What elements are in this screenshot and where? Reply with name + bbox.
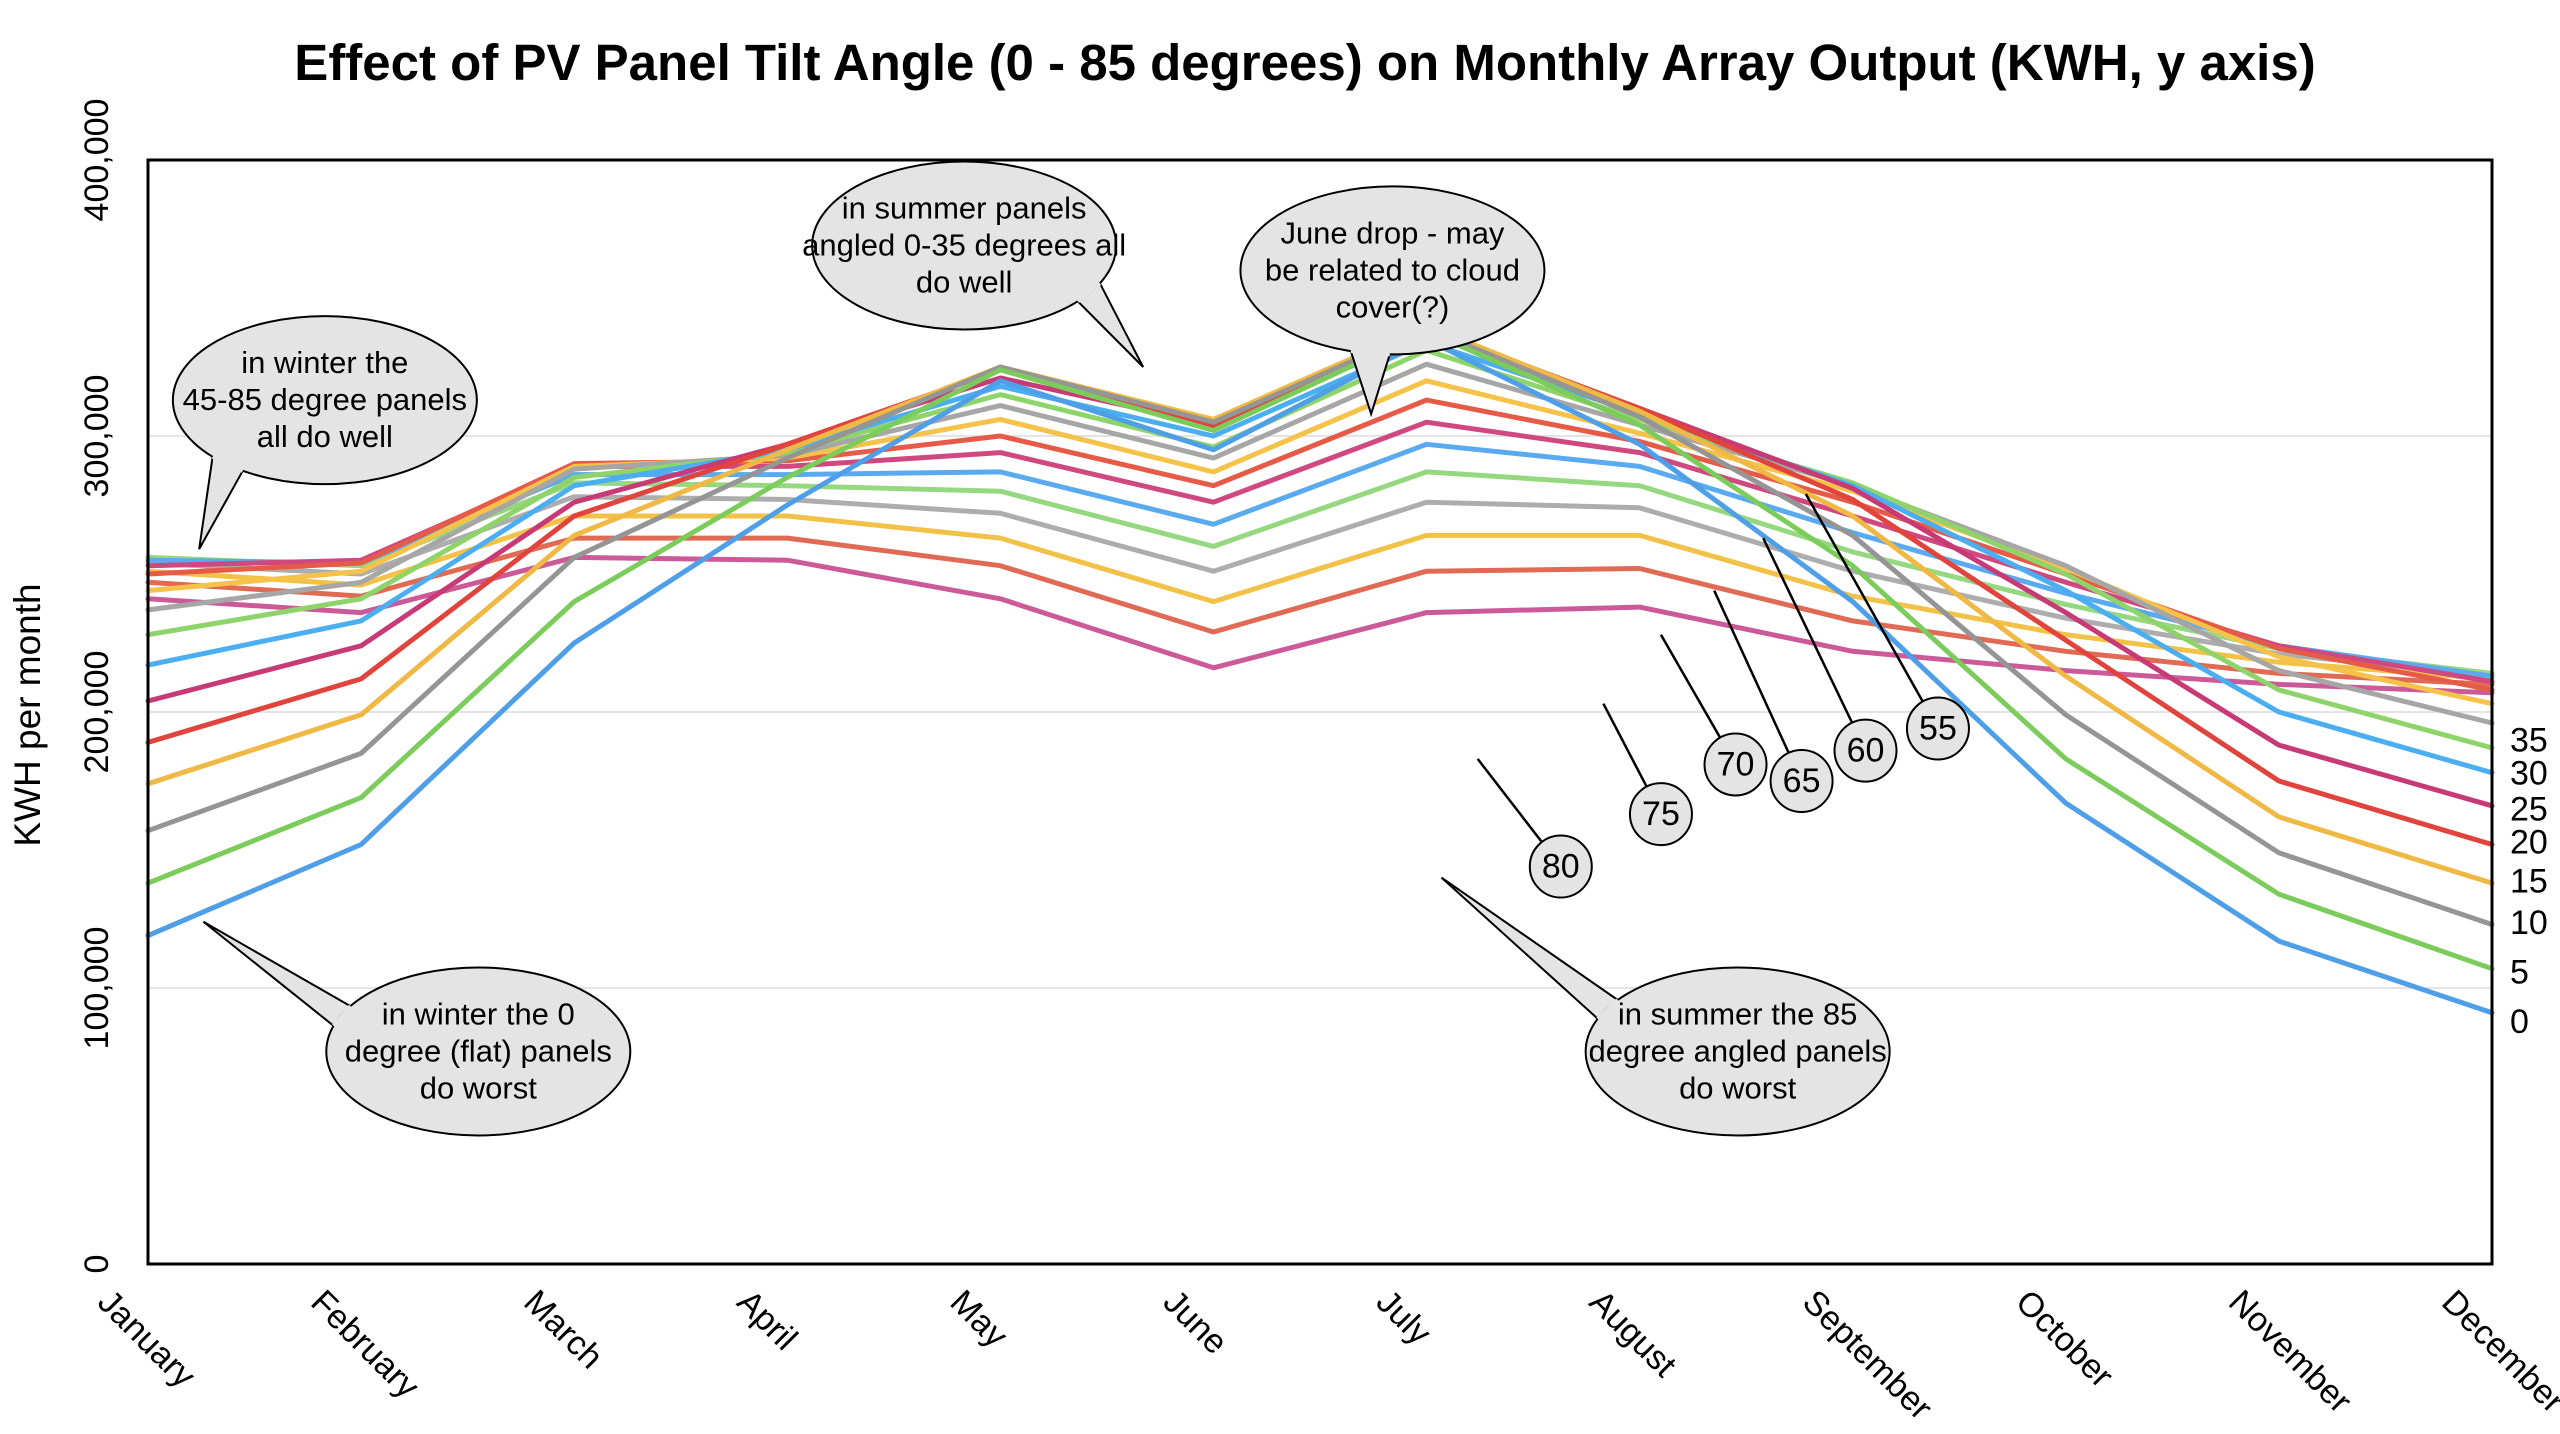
callout-text: in summer panels xyxy=(842,191,1087,226)
series-line-10 xyxy=(145,325,2495,927)
y-tick-label: 300,000 xyxy=(78,375,116,498)
series-end-label: 30 xyxy=(2510,755,2548,793)
marker-label: 65 xyxy=(1783,762,1821,800)
x-tick-label: January xyxy=(90,1283,202,1395)
callout-text: degree angled panels xyxy=(1589,1033,1887,1068)
series-end-label: 0 xyxy=(2510,1003,2529,1041)
callout-seam xyxy=(1350,349,1390,357)
x-tick-label: May xyxy=(943,1283,1015,1355)
callout-seam xyxy=(332,1004,352,1028)
callout-text: do worst xyxy=(1679,1070,1797,1105)
callout-seam xyxy=(1596,998,1620,1021)
marker-leader-line xyxy=(1762,537,1867,752)
series-line-40 xyxy=(145,361,2495,726)
chart-title: Effect of PV Panel Tilt Angle (0 - 85 de… xyxy=(294,34,2315,91)
tilt-angle-markers: 80 75 70 65 60 55 xyxy=(1476,493,1970,899)
callout-text: in winter the xyxy=(241,345,408,380)
marker-circle xyxy=(1703,732,1768,797)
marker-label: 75 xyxy=(1642,795,1680,833)
callout-text: 45-85 degree panels xyxy=(183,382,467,417)
x-tick-label: April xyxy=(730,1283,805,1358)
callout-bubble xyxy=(811,160,1118,331)
series-end-label: 20 xyxy=(2510,824,2548,862)
y-tick-label: 200,000 xyxy=(78,651,116,774)
callout-text: in summer the 85 xyxy=(1618,996,1858,1031)
plot-frame xyxy=(146,158,2494,1266)
marker-circle xyxy=(1769,749,1834,813)
y-tick-label: 0 xyxy=(78,1255,116,1274)
series-line-5 xyxy=(145,328,2495,972)
x-tick-label: December xyxy=(2434,1283,2560,1421)
callout-text: in winter the 0 xyxy=(382,996,575,1031)
y-axis-ticks: 0 100,000 200,000 300,000 400,000 xyxy=(78,99,116,1274)
callout-text: all do well xyxy=(257,419,393,454)
series-line-20 xyxy=(145,325,2495,847)
x-tick-label: August xyxy=(1582,1283,1684,1385)
series-end-label: 15 xyxy=(2510,862,2548,900)
series-line-30 xyxy=(145,339,2495,776)
callout-bubble xyxy=(325,966,632,1137)
series-end-label: 25 xyxy=(2510,791,2548,829)
marker-circle xyxy=(1833,718,1898,783)
callout-text: June drop - may xyxy=(1280,215,1504,250)
callout-bubble xyxy=(171,315,478,486)
x-tick-label: June xyxy=(1156,1283,1235,1362)
x-tick-label: September xyxy=(1795,1283,1939,1427)
callout-text: be related to cloud xyxy=(1265,252,1520,287)
callout-text: angled 0-35 degrees all xyxy=(802,228,1126,263)
series-line-50 xyxy=(145,397,2495,693)
callout-bubble xyxy=(1584,966,1891,1137)
marker-label: 80 xyxy=(1542,848,1580,886)
marker-label: 55 xyxy=(1919,710,1957,748)
x-axis-ticks: January February March April May June July Augu… xyxy=(90,1283,2560,1427)
marker-circle xyxy=(1528,834,1593,899)
series-end-label: 10 xyxy=(2510,904,2548,942)
callout-text: do well xyxy=(916,265,1013,300)
x-tick-label: February xyxy=(303,1283,426,1406)
series-lines xyxy=(145,323,2495,1016)
series-end-label: 35 xyxy=(2510,722,2548,760)
callout-tail xyxy=(202,920,352,1028)
marker-label: 70 xyxy=(1717,745,1755,783)
marker-circle xyxy=(1628,782,1693,847)
callout-tail xyxy=(198,455,245,550)
plot-border xyxy=(146,158,2494,1266)
series-line-70 xyxy=(145,494,2495,679)
callout-tail xyxy=(1440,876,1620,1021)
x-tick-label: July xyxy=(1369,1283,1439,1353)
series-end-label: 5 xyxy=(2510,953,2529,991)
series-line-35 xyxy=(145,347,2495,751)
callout-bubble xyxy=(1239,185,1546,356)
callout-text: do worst xyxy=(420,1070,538,1105)
x-tick-label: November xyxy=(2221,1283,2359,1421)
callout-seam xyxy=(1076,281,1102,303)
y-tick-label: 100,000 xyxy=(78,927,116,1050)
y-tick-label: 400,000 xyxy=(78,99,116,222)
marker-leader-line xyxy=(1713,590,1803,782)
series-line-0 xyxy=(145,336,2495,1016)
series-line-15 xyxy=(145,323,2495,886)
y-axis-label: KWH per month xyxy=(7,583,48,846)
x-tick-label: March xyxy=(517,1283,611,1377)
marker-circle xyxy=(1905,696,1970,761)
x-tick-label: October xyxy=(2008,1283,2120,1395)
callout-text: degree (flat) panels xyxy=(345,1033,612,1068)
callout-text: cover(?) xyxy=(1336,289,1450,324)
callout-seam xyxy=(211,454,244,473)
series-line-80 xyxy=(145,535,2495,687)
marker-label: 60 xyxy=(1847,732,1885,770)
marker-leader-line xyxy=(1804,493,1940,730)
